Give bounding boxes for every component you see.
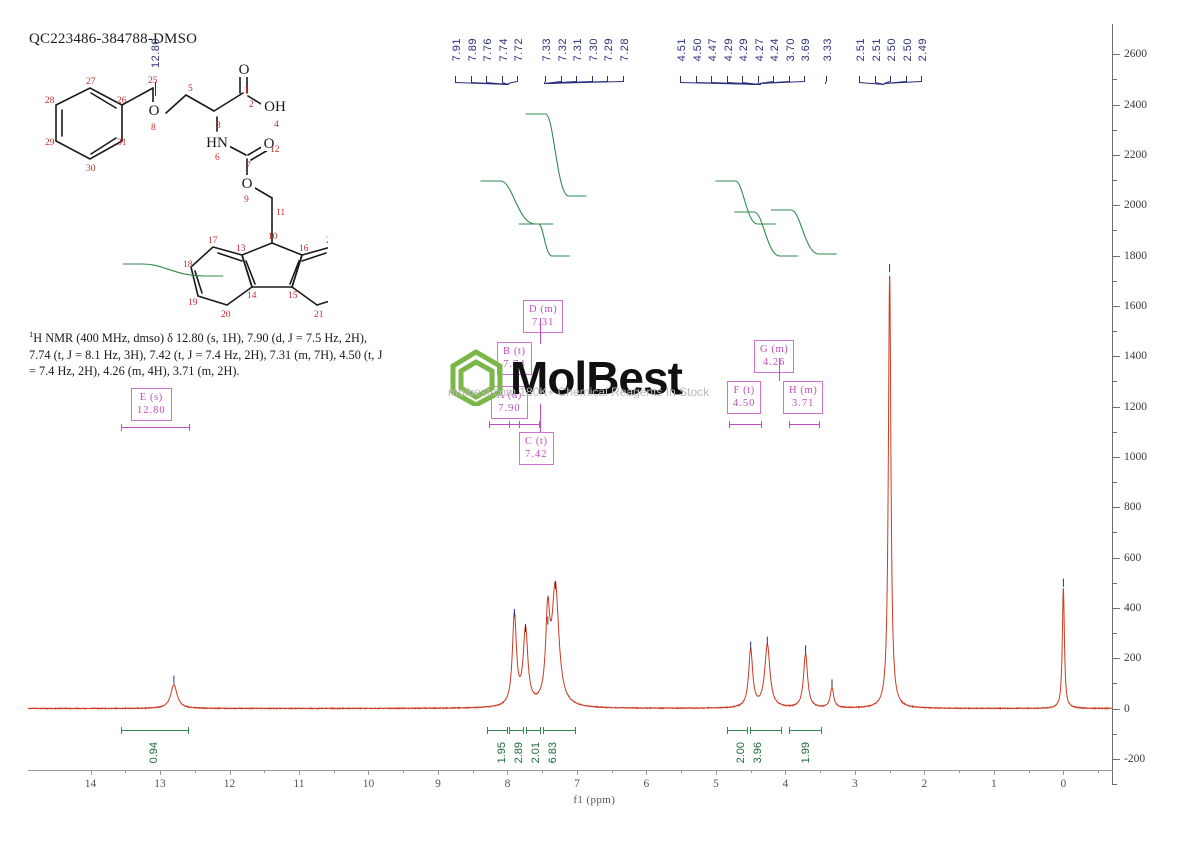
integral-value-label: 2.01: [530, 742, 542, 763]
integral-range-bar: [121, 730, 189, 731]
integral-range-bar: [750, 730, 782, 731]
watermark-subtitle: molbest.com 180K+ Chemical Reagents In S…: [448, 385, 709, 399]
integral-range-bar: [789, 730, 822, 731]
integral-value-label: 2.89: [513, 742, 525, 763]
integral-value-label: 0.94: [148, 742, 160, 763]
integral-range-bar: [526, 730, 541, 731]
integral-range-bar: [727, 730, 748, 731]
integral-value-label: 2.00: [735, 742, 747, 763]
integral-label-layer: 0.94 1.95 2.89 2.01 6.83 2.00 3.96 1.99: [0, 0, 1190, 841]
integral-value-label: 6.83: [547, 742, 559, 763]
integral-value-label: 1.95: [496, 742, 508, 763]
integral-value-label: 1.99: [800, 742, 812, 763]
watermark-logo: MolBest: [448, 348, 748, 408]
integral-value-label: 3.96: [752, 742, 764, 763]
integral-range-bar: [487, 730, 508, 731]
integral-range-bar: [509, 730, 524, 731]
integral-range-bar: [543, 730, 576, 731]
